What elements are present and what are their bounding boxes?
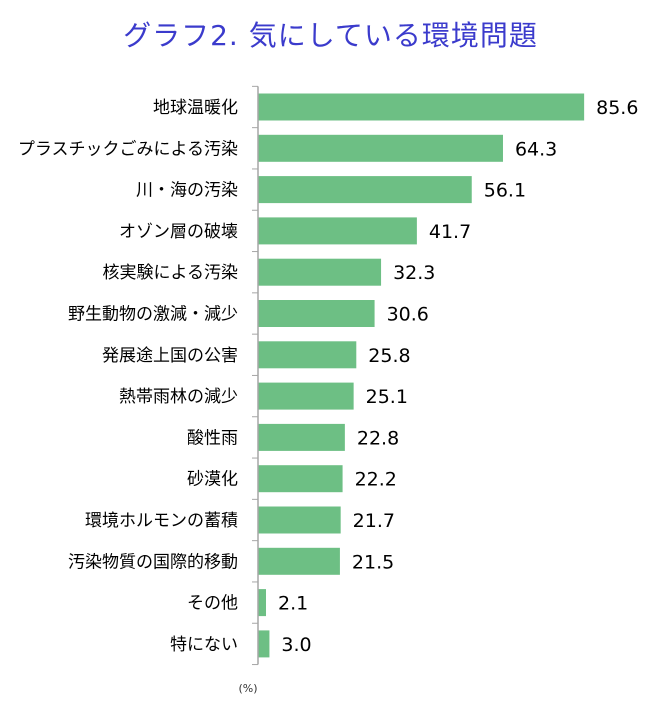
category-label: 熱帯雨林の減少 — [119, 387, 238, 407]
axis-layer — [252, 85, 259, 666]
value-label: 22.2 — [355, 469, 397, 491]
bar — [258, 630, 270, 658]
value-label: 56.1 — [484, 180, 526, 202]
bar — [258, 589, 267, 617]
bar — [258, 217, 417, 245]
value-label: 25.1 — [366, 386, 408, 408]
category-label: 酸性雨 — [187, 428, 238, 448]
category-label: 地球温暖化 — [153, 98, 238, 118]
bar — [258, 423, 345, 451]
category-label: 汚染物質の国際的移動 — [68, 552, 238, 572]
category-label: 野生動物の激減・減少 — [68, 305, 238, 325]
category-label: 特にない — [170, 635, 238, 655]
bar — [258, 93, 585, 121]
value-label: 2.1 — [278, 593, 308, 615]
category-label: 核実験による汚染 — [103, 263, 239, 283]
bar — [258, 134, 503, 162]
bar — [258, 258, 382, 286]
value-label: 21.7 — [353, 510, 395, 532]
bar — [258, 300, 375, 327]
value-label: 3.0 — [281, 634, 311, 656]
unit-label: (%) — [238, 682, 257, 695]
value-label: 30.6 — [387, 304, 429, 326]
category-label: 砂漠化 — [187, 470, 238, 490]
bar — [258, 547, 340, 575]
bar — [258, 382, 354, 410]
value-label: 41.7 — [429, 221, 471, 243]
category-label: その他 — [187, 594, 238, 614]
labels-layer: 地球温暖化 85.6 プラスチックごみによる汚染 64.3 川・海の汚染 56.1 オゾン層… — [18, 97, 639, 656]
value-label: 25.8 — [368, 345, 410, 367]
value-label: 32.3 — [393, 262, 435, 284]
bar — [258, 506, 341, 534]
value-label: 85.6 — [596, 97, 638, 119]
bar — [258, 465, 343, 493]
bars-layer — [258, 93, 585, 658]
chart-title: グラフ2. 気にしている環境問題 — [123, 19, 538, 52]
category-label: 川・海の汚染 — [136, 181, 238, 201]
value-label: 64.3 — [515, 138, 557, 160]
category-label: プラスチックごみによる汚染 — [18, 139, 238, 159]
category-label: 発展途上国の公害 — [102, 346, 238, 366]
category-label: 環境ホルモンの蓄積 — [85, 511, 238, 531]
value-label: 21.5 — [352, 551, 394, 573]
category-label: オゾン層の破壊 — [119, 222, 238, 242]
value-label: 22.8 — [357, 427, 399, 449]
bar — [258, 176, 472, 204]
bar — [258, 341, 357, 369]
